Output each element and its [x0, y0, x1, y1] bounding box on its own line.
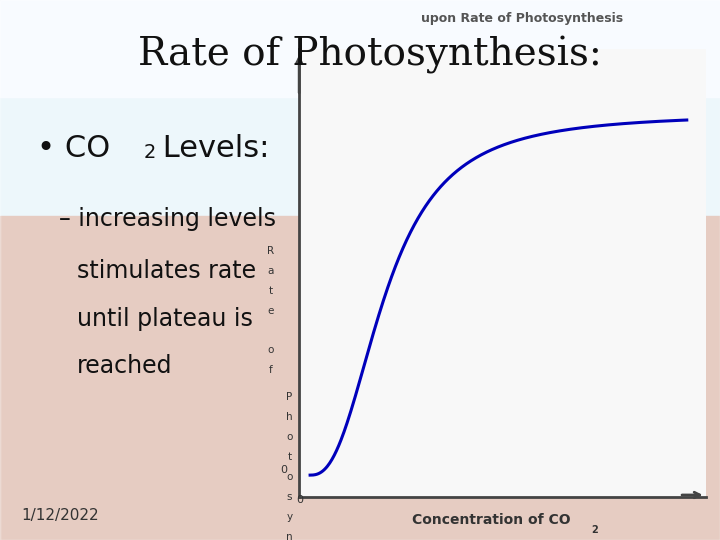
- Bar: [0, 0, 720, 216]
- Text: upon Rate of Photosynthesis: upon Rate of Photosynthesis: [421, 12, 624, 25]
- Text: • CO: • CO: [37, 134, 110, 163]
- Text: until plateau is: until plateau is: [77, 307, 253, 330]
- Text: n: n: [286, 531, 293, 540]
- Text: f: f: [269, 365, 272, 375]
- Text: e: e: [267, 306, 274, 316]
- Text: P: P: [287, 393, 292, 402]
- Text: o: o: [286, 472, 292, 482]
- Text: 0: 0: [297, 495, 303, 505]
- Text: o: o: [267, 346, 274, 355]
- Text: y: y: [287, 512, 292, 522]
- Text: t: t: [269, 286, 273, 296]
- Text: h: h: [286, 412, 293, 422]
- Text: 2: 2: [591, 525, 598, 535]
- Text: Levels:: Levels:: [153, 134, 269, 163]
- Text: o: o: [286, 432, 292, 442]
- Text: 1/12/2022: 1/12/2022: [22, 508, 99, 523]
- Text: reached: reached: [77, 354, 173, 378]
- Text: – increasing levels: – increasing levels: [59, 207, 276, 231]
- Text: a: a: [267, 266, 274, 276]
- Bar: [0, 216, 720, 540]
- Text: Rate of Photosynthesis:: Rate of Photosynthesis:: [138, 36, 602, 74]
- Text: stimulates rate: stimulates rate: [77, 259, 256, 283]
- Bar: [0, 0, 720, 97]
- Text: t: t: [287, 452, 292, 462]
- Text: 2: 2: [144, 143, 156, 162]
- Text: s: s: [287, 492, 292, 502]
- Text: Concentration of CO: Concentration of CO: [412, 513, 570, 527]
- Text: R: R: [267, 246, 274, 256]
- Text: 0: 0: [281, 465, 287, 475]
